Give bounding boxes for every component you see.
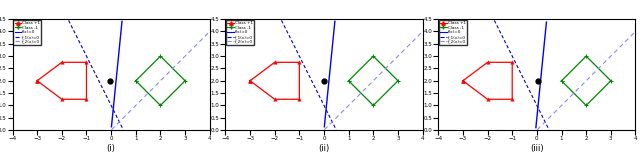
X-axis label: (iii): (iii) [530, 144, 544, 153]
Legend: Class +1, Class -1, f(x)=0, f_1(x)=0, f_2(x)=0: Class +1, Class -1, f(x)=0, f_1(x)=0, f_… [13, 20, 42, 45]
Legend: Class +1, Class -1, f(x)=0, f_1(x)=0, f_2(x)=0: Class +1, Class -1, f(x)=0, f_1(x)=0, f_… [439, 20, 467, 45]
Legend: Class +1, Class -1, f(x)=0, f_1(x)=0, f_2(x)=0: Class +1, Class -1, f(x)=0, f_1(x)=0, f_… [226, 20, 254, 45]
X-axis label: (ii): (ii) [318, 144, 330, 153]
X-axis label: (i): (i) [107, 144, 116, 153]
